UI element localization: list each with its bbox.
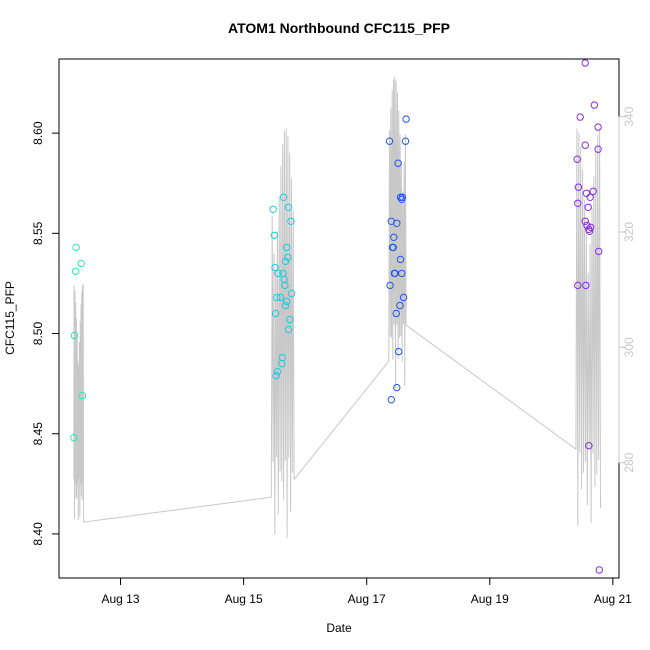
data-point: [283, 243, 291, 252]
x-axis-label: Date: [326, 621, 352, 635]
data-point: [272, 371, 280, 380]
data-point: [402, 115, 410, 123]
data-point: [582, 281, 590, 290]
data-point: [281, 257, 290, 266]
data-point: [574, 183, 583, 191]
data-point: [584, 203, 592, 212]
data-point: [574, 281, 582, 290]
data-point: [390, 233, 398, 242]
data-point: [70, 434, 78, 442]
y2-tick-label: 320: [622, 222, 636, 242]
data-point: [271, 263, 279, 272]
secondary-y-axis: 280 300 320 340: [618, 106, 636, 473]
data-point: [269, 205, 277, 214]
data-point: [392, 309, 400, 318]
x-tick-label: Aug 19: [471, 592, 509, 606]
data-point: [78, 391, 87, 400]
data-point: [283, 297, 291, 306]
data-point: [281, 301, 290, 310]
data-point: [581, 59, 589, 67]
data-point: [72, 243, 80, 252]
data-point: [587, 223, 595, 232]
data-point: [398, 193, 407, 202]
y-tick-label: 8.45: [31, 422, 45, 446]
data-point: [284, 325, 293, 334]
y2-tick-label: 300: [622, 337, 636, 357]
scatter-points: [70, 59, 603, 574]
chart-title: ATOM1 Northbound CFC115_PFP: [228, 20, 450, 36]
data-point: [70, 331, 79, 340]
data-point: [284, 253, 292, 262]
data-point: [576, 113, 584, 121]
data-point: [594, 123, 602, 131]
x-tick-label: Aug 15: [225, 592, 263, 606]
data-point: [574, 199, 582, 208]
data-point: [273, 367, 282, 376]
data-point: [395, 347, 403, 356]
data-point: [582, 189, 591, 198]
data-point: [385, 137, 394, 145]
secondary-trace: [73, 76, 601, 538]
data-point: [396, 301, 404, 310]
x-tick-label: Aug 17: [348, 592, 386, 606]
secondary-trace-lines: [73, 76, 601, 538]
data-point: [594, 145, 602, 153]
y-tick-label: 8.55: [31, 221, 45, 245]
x-tick-label: Aug 21: [594, 592, 632, 606]
data-point: [581, 141, 589, 149]
data-point: [284, 203, 293, 212]
data-point: [398, 269, 406, 278]
data-point: [287, 289, 296, 298]
data-point: [581, 217, 589, 226]
y2-tick-label: 280: [622, 452, 636, 472]
data-point: [271, 309, 280, 318]
data-point: [585, 227, 594, 236]
data-point: [585, 442, 593, 450]
y-tick-label: 8.40: [31, 522, 45, 546]
data-point: [274, 269, 282, 278]
y-tick-label: 8.60: [31, 121, 45, 145]
data-point: [583, 221, 591, 230]
data-point: [287, 217, 295, 226]
data-point: [394, 159, 402, 167]
data-point: [278, 353, 287, 362]
x-axis: Aug 13 Aug 15 Aug 17 Aug 19 Aug 21: [102, 577, 632, 606]
data-point: [399, 293, 408, 302]
plot-frame: [58, 58, 620, 579]
y-axis: 8.40 8.45 8.50 8.55 8.60: [31, 121, 60, 546]
data-point: [396, 193, 405, 202]
data-point: [286, 315, 294, 324]
data-point: [281, 281, 289, 290]
data-point: [386, 281, 394, 290]
y-axis-label: CFC115_PFP: [3, 281, 17, 355]
data-point: [595, 566, 603, 574]
data-point: [396, 255, 405, 264]
data-point: [401, 137, 410, 145]
data-point: [77, 259, 85, 268]
data-point: [387, 396, 395, 404]
data-point: [270, 231, 279, 240]
data-point: [573, 155, 581, 163]
data-point: [586, 193, 594, 202]
data-point: [393, 383, 401, 392]
data-point: [590, 101, 599, 109]
data-point: [276, 293, 285, 302]
data-point: [589, 187, 597, 196]
y2-tick-label: 340: [622, 106, 636, 126]
y-tick-label: 8.50: [31, 322, 45, 346]
data-point: [595, 247, 603, 256]
data-point: [393, 219, 401, 228]
data-point: [389, 243, 397, 252]
data-point: [279, 193, 288, 202]
x-tick-label: Aug 13: [102, 592, 140, 606]
data-point: [71, 267, 80, 276]
data-point: [273, 293, 281, 302]
